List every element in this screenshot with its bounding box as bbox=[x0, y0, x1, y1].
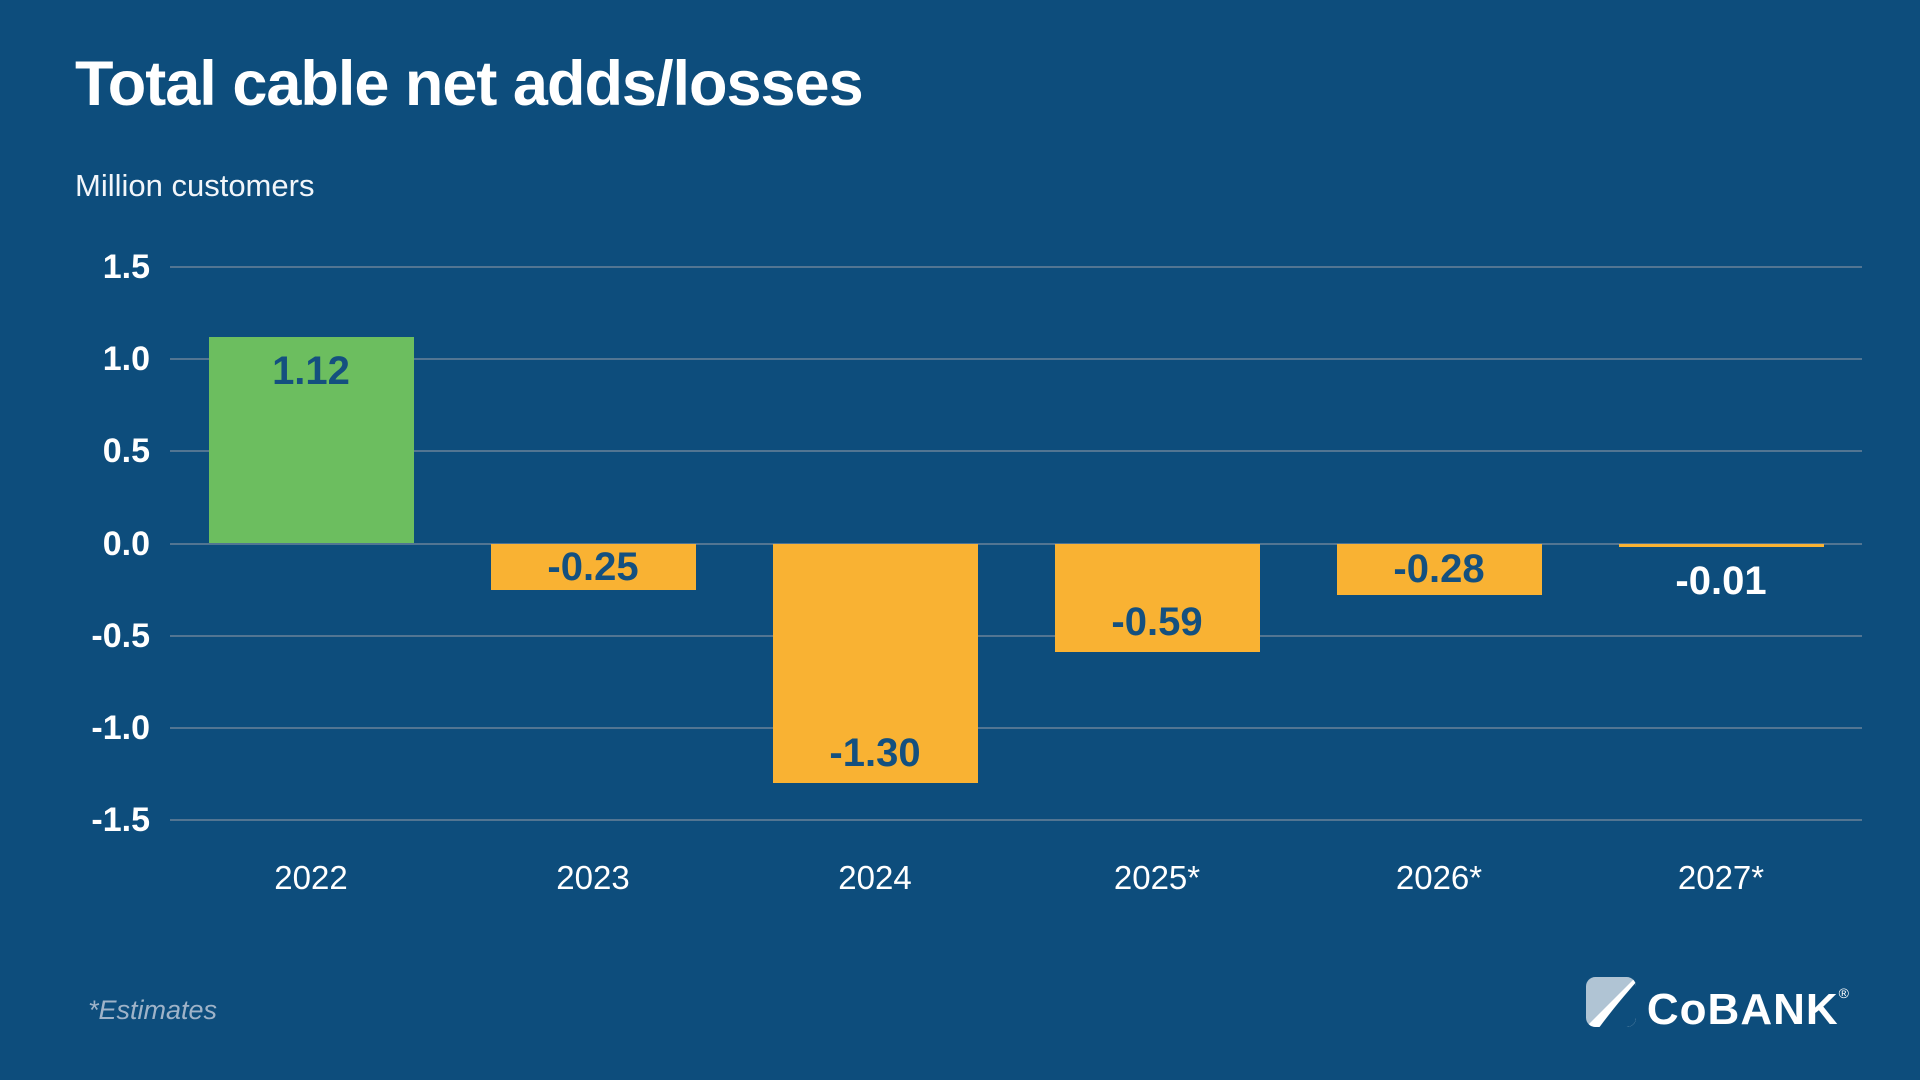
estimates-footnote: *Estimates bbox=[88, 995, 218, 1025]
y-tick-label: 0.5 bbox=[102, 432, 150, 471]
x-tick-label-2025*: 2025* bbox=[1113, 859, 1201, 896]
bar-value-label-2022: 1.12 bbox=[272, 349, 350, 394]
gridline--1.5 bbox=[170, 819, 1862, 821]
gridline-0.0 bbox=[170, 542, 1862, 545]
registered-trademark-symbol: ® bbox=[1838, 985, 1850, 1001]
y-tick-label: 0.0 bbox=[102, 524, 150, 563]
gridline--1.0 bbox=[170, 726, 1862, 729]
gridline--0.5 bbox=[170, 634, 1862, 637]
gridline-1.5 bbox=[170, 266, 1862, 268]
bar-value-label-2026*: -0.28 bbox=[1393, 547, 1485, 592]
bar-2027* bbox=[1618, 543, 1824, 547]
cobank-logo: CoBANK® bbox=[1585, 968, 1850, 1035]
cobank-wordmark: CoBANK bbox=[1646, 985, 1839, 1034]
bar-2026* bbox=[1336, 543, 1542, 596]
y-tick-label: 1.5 bbox=[102, 248, 150, 286]
bar-value-label-2027*: -0.01 bbox=[1675, 558, 1767, 603]
x-tick-label-2023: 2023 bbox=[556, 859, 630, 896]
bar-chart-plot-area: 1.12 2022 -0.25 2023 -1.30 2024 -0.59 2025* -0.2… bbox=[170, 266, 1862, 896]
bar-2025* bbox=[1054, 543, 1260, 653]
bar-2023 bbox=[490, 543, 696, 590]
gridline-1.0 bbox=[170, 358, 1862, 361]
units-label: Million customers bbox=[75, 168, 315, 203]
x-tick-label-2026*: 2026* bbox=[1395, 859, 1483, 896]
x-tick-label-2027*: 2027* bbox=[1677, 859, 1765, 896]
bar-value-label-2023: -0.25 bbox=[547, 544, 639, 589]
cobank-logo-icon bbox=[1585, 976, 1636, 1027]
x-tick-label-2022: 2022 bbox=[274, 859, 348, 896]
cobank-logo-text: CoBANK® bbox=[1647, 968, 1850, 1035]
gridline-0.5 bbox=[170, 450, 1862, 453]
y-tick-label: -0.5 bbox=[91, 616, 150, 655]
bar-2022 bbox=[208, 337, 414, 544]
y-axis-labels: 1.5 1.0 0.5 0.0 -0.5 -1.0 -1.5 bbox=[0, 248, 150, 839]
y-tick-label: -1.0 bbox=[91, 708, 150, 747]
y-tick-label: 1.0 bbox=[102, 340, 150, 379]
x-tick-label-2024: 2024 bbox=[838, 859, 912, 896]
page-title: Total cable net adds/losses bbox=[75, 49, 864, 119]
y-tick-label: -1.5 bbox=[91, 801, 150, 839]
bar-value-label-2025*: -0.59 bbox=[1111, 600, 1203, 645]
bar-2024 bbox=[772, 543, 978, 784]
bar-value-label-2024: -1.30 bbox=[829, 731, 921, 776]
